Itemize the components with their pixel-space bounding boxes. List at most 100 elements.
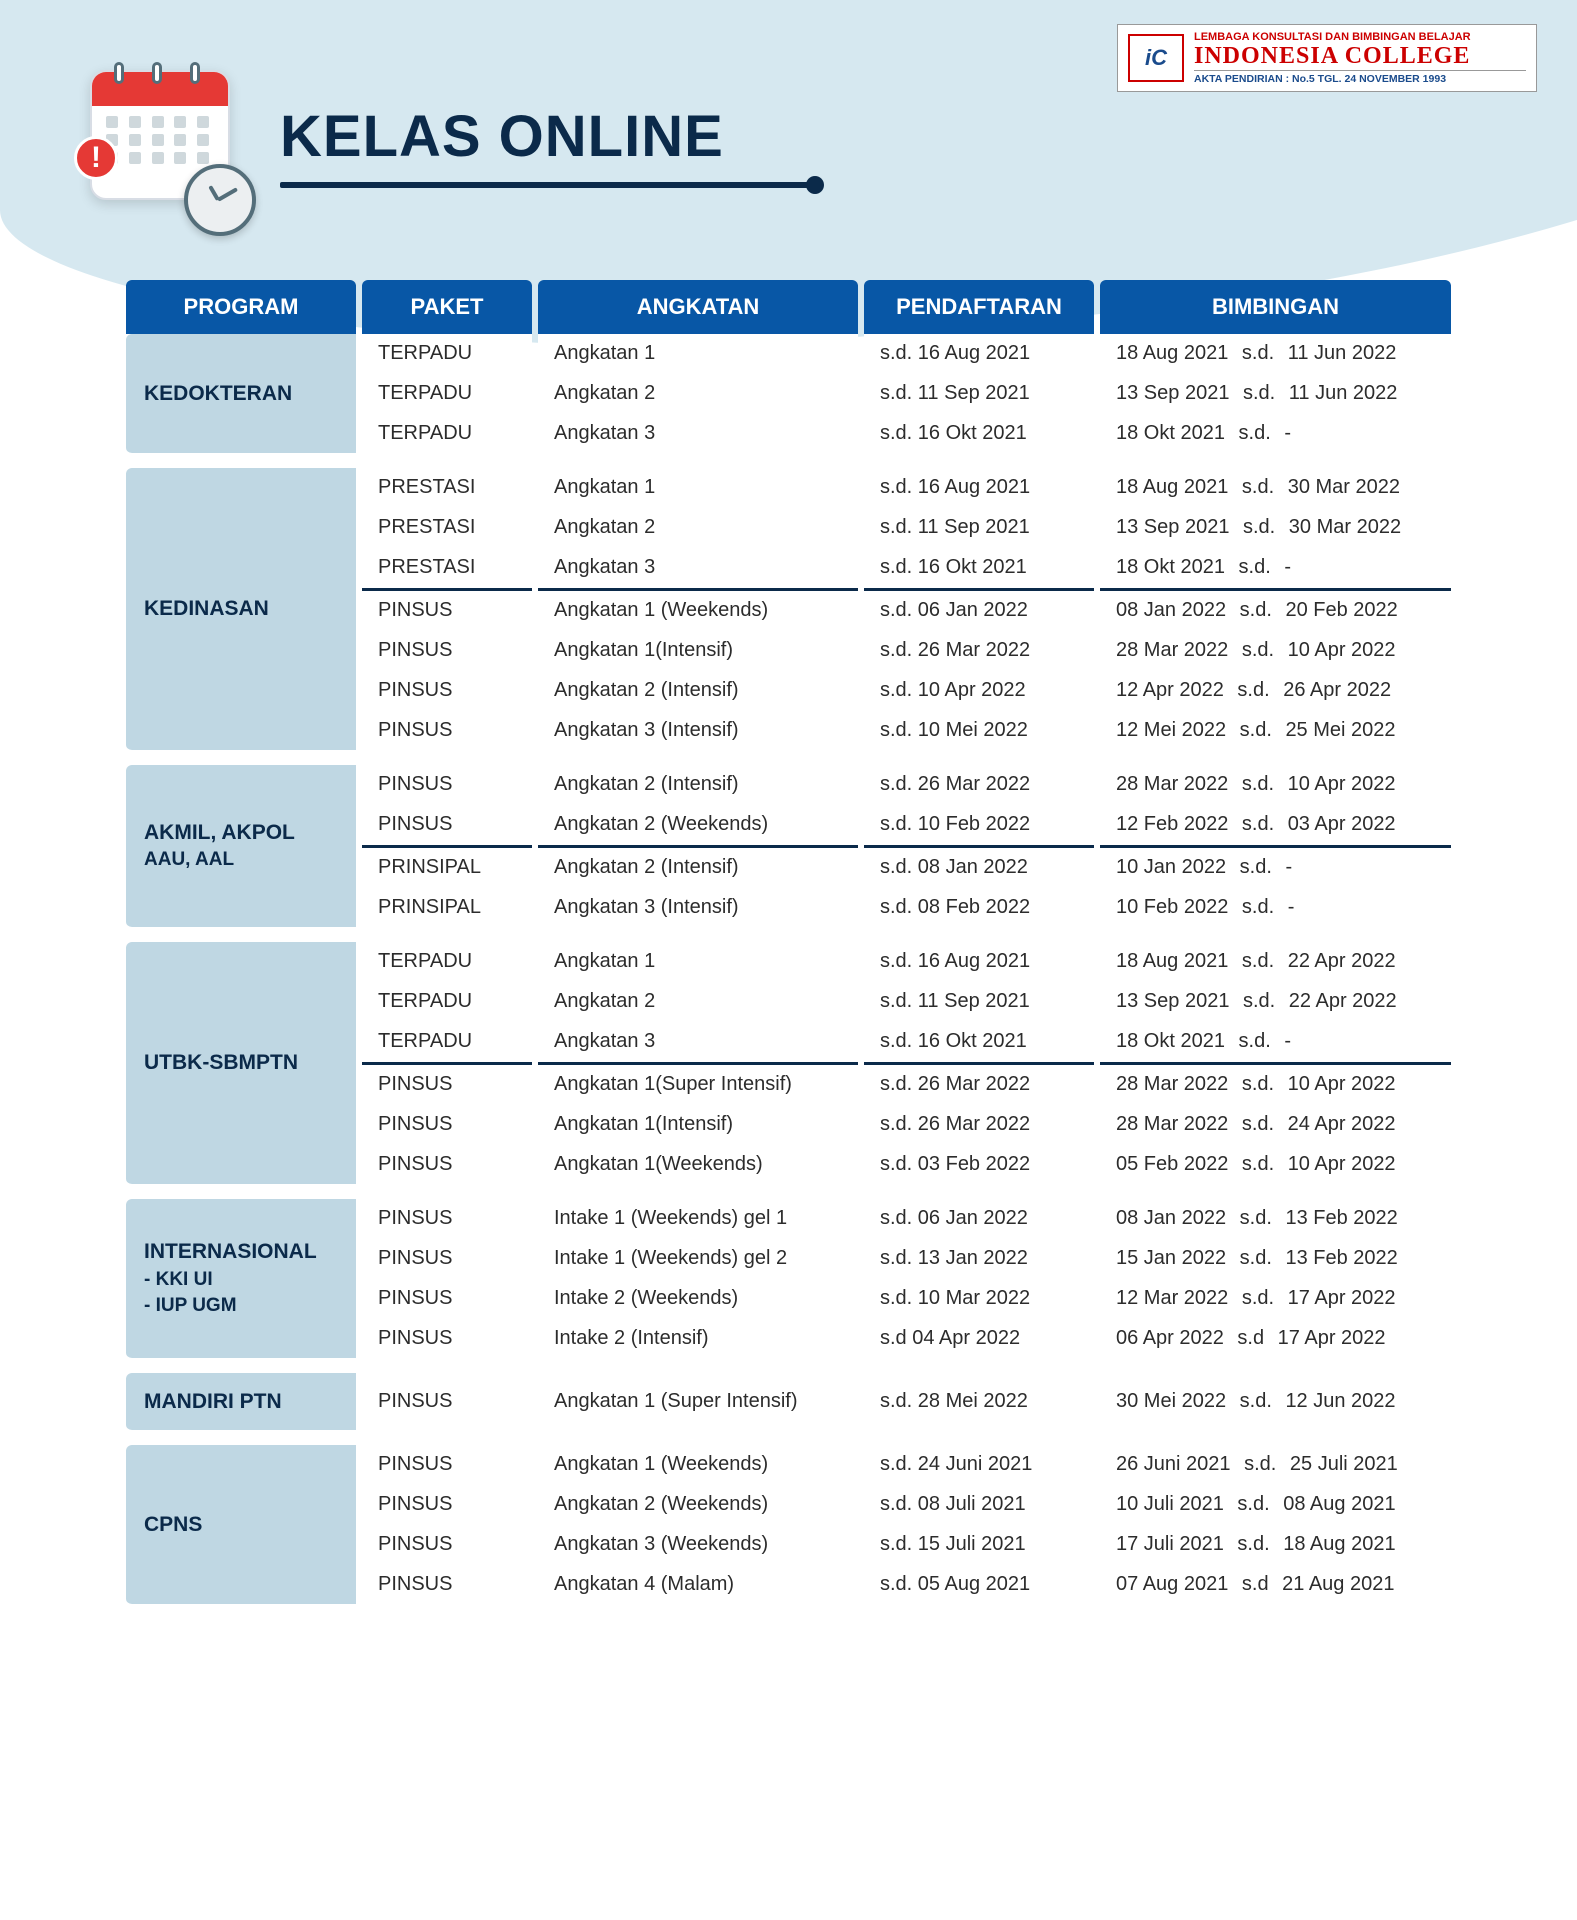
angkatan-cell: Angkatan 1 (Weekends) [538,588,858,631]
program-cell: AKMIL, AKPOLAAU, AAL [126,765,356,928]
angkatan-cell: Angkatan 3 [538,1022,858,1062]
paket-cell: PINSUS [362,1525,532,1565]
title-underline [280,182,820,188]
table-row: CPNSPINSUSAngkatan 1 (Weekends)s.d. 24 J… [126,1445,1451,1485]
angkatan-cell: Angkatan 2 [538,374,858,414]
angkatan-cell: Intake 1 (Weekends) gel 2 [538,1239,858,1279]
pendaftaran-cell: s.d. 05 Aug 2021 [864,1565,1094,1605]
angkatan-cell: Intake 1 (Weekends) gel 1 [538,1199,858,1239]
bimbingan-cell: 10 Feb 2022 s.d. - [1100,888,1451,928]
bimbingan-cell: 12 Feb 2022 s.d. 03 Apr 2022 [1100,805,1451,845]
paket-cell: PINSUS [362,1239,532,1279]
paket-cell: PINSUS [362,805,532,845]
logo-text: LEMBAGA KONSULTASI DAN BIMBINGAN BELAJAR… [1194,31,1526,85]
bimbingan-cell: 28 Mar 2022 s.d. 10 Apr 2022 [1100,765,1451,805]
program-cell: KEDOKTERAN [126,334,356,454]
table-row: AKMIL, AKPOLAAU, AALPINSUSAngkatan 2 (In… [126,765,1451,805]
angkatan-cell: Angkatan 3 (Intensif) [538,888,858,928]
pendaftaran-cell: s.d. 13 Jan 2022 [864,1239,1094,1279]
pendaftaran-cell: s.d. 10 Feb 2022 [864,805,1094,845]
bimbingan-cell: 12 Apr 2022 s.d. 26 Apr 2022 [1100,671,1451,711]
paket-cell: TERPADU [362,334,532,374]
pendaftaran-cell: s.d. 10 Mar 2022 [864,1279,1094,1319]
table-row: KEDINASANPRESTASIAngkatan 1s.d. 16 Aug 2… [126,468,1451,508]
angkatan-cell: Intake 2 (Intensif) [538,1319,858,1359]
pendaftaran-cell: s.d. 11 Sep 2021 [864,508,1094,548]
bimbingan-cell: 12 Mei 2022 s.d. 25 Mei 2022 [1100,711,1451,751]
paket-cell: PINSUS [362,1319,532,1359]
col-header-bimbingan: BIMBINGAN [1100,280,1451,334]
angkatan-cell: Angkatan 3 (Weekends) [538,1525,858,1565]
paket-cell: PINSUS [362,711,532,751]
pendaftaran-cell: s.d. 24 Juni 2021 [864,1445,1094,1485]
col-header-program: PROGRAM [126,280,356,334]
bimbingan-cell: 28 Mar 2022 s.d. 10 Apr 2022 [1100,631,1451,671]
bimbingan-cell: 18 Okt 2021 s.d. - [1100,548,1451,588]
gap-row [126,1431,1451,1445]
pendaftaran-cell: s.d. 26 Mar 2022 [864,631,1094,671]
logo-sub: AKTA PENDIRIAN : No.5 TGL. 24 NOVEMBER 1… [1194,70,1526,85]
paket-cell: TERPADU [362,942,532,982]
angkatan-cell: Angkatan 3 [538,414,858,454]
pendaftaran-cell: s.d. 28 Mei 2022 [864,1373,1094,1431]
paket-cell: PRESTASI [362,468,532,508]
pendaftaran-cell: s.d. 26 Mar 2022 [864,765,1094,805]
table-header-row: PROGRAM PAKET ANGKATAN PENDAFTARAN BIMBI… [126,280,1451,334]
pendaftaran-cell: s.d. 06 Jan 2022 [864,588,1094,631]
bimbingan-cell: 12 Mar 2022 s.d. 17 Apr 2022 [1100,1279,1451,1319]
angkatan-cell: Angkatan 1 (Weekends) [538,1445,858,1485]
logo-box: iC LEMBAGA KONSULTASI DAN BIMBINGAN BELA… [1117,24,1537,92]
paket-cell: PINSUS [362,765,532,805]
paket-cell: PINSUS [362,631,532,671]
pendaftaran-cell: s.d. 10 Mei 2022 [864,711,1094,751]
pendaftaran-cell: s.d. 16 Aug 2021 [864,942,1094,982]
logo-superscript: LEMBAGA KONSULTASI DAN BIMBINGAN BELAJAR [1194,31,1526,43]
bimbingan-cell: 13 Sep 2021 s.d. 11 Jun 2022 [1100,374,1451,414]
angkatan-cell: Angkatan 2 [538,508,858,548]
bimbingan-cell: 10 Juli 2021 s.d. 08 Aug 2021 [1100,1485,1451,1525]
bimbingan-cell: 18 Aug 2021 s.d. 30 Mar 2022 [1100,468,1451,508]
pendaftaran-cell: s.d. 16 Okt 2021 [864,414,1094,454]
gap-row [126,1359,1451,1373]
pendaftaran-cell: s.d. 10 Apr 2022 [864,671,1094,711]
pendaftaran-cell: s.d. 08 Juli 2021 [864,1485,1094,1525]
bimbingan-cell: 18 Aug 2021 s.d. 22 Apr 2022 [1100,942,1451,982]
angkatan-cell: Angkatan 1(Intensif) [538,631,858,671]
logo-main: INDONESIA COLLEGE [1194,43,1526,70]
paket-cell: PINSUS [362,1062,532,1105]
angkatan-cell: Angkatan 1(Weekends) [538,1145,858,1185]
angkatan-cell: Angkatan 1 [538,942,858,982]
pendaftaran-cell: s.d. 11 Sep 2021 [864,374,1094,414]
angkatan-cell: Angkatan 2 (Weekends) [538,1485,858,1525]
gap-row [126,454,1451,468]
bimbingan-cell: 08 Jan 2022 s.d. 13 Feb 2022 [1100,1199,1451,1239]
angkatan-cell: Angkatan 1(Intensif) [538,1105,858,1145]
angkatan-cell: Angkatan 3 [538,548,858,588]
paket-cell: TERPADU [362,414,532,454]
bimbingan-cell: 13 Sep 2021 s.d. 30 Mar 2022 [1100,508,1451,548]
angkatan-cell: Angkatan 2 [538,982,858,1022]
gap-row [126,1605,1451,1619]
table-row: UTBK-SBMPTNTERPADUAngkatan 1s.d. 16 Aug … [126,942,1451,982]
angkatan-cell: Angkatan 2 (Intensif) [538,765,858,805]
paket-cell: TERPADU [362,982,532,1022]
gap-row [126,751,1451,765]
paket-cell: PINSUS [362,1105,532,1145]
pendaftaran-cell: s.d. 11 Sep 2021 [864,982,1094,1022]
paket-cell: PINSUS [362,1199,532,1239]
angkatan-cell: Angkatan 1 (Super Intensif) [538,1373,858,1431]
paket-cell: PINSUS [362,1565,532,1605]
angkatan-cell: Angkatan 1 [538,468,858,508]
paket-cell: PINSUS [362,1145,532,1185]
clock-icon [184,164,256,236]
paket-cell: PINSUS [362,1485,532,1525]
angkatan-cell: Angkatan 2 (Intensif) [538,671,858,711]
logo-badge-icon: iC [1128,34,1184,82]
paket-cell: PINSUS [362,588,532,631]
paket-cell: PINSUS [362,1445,532,1485]
pendaftaran-cell: s.d. 15 Juli 2021 [864,1525,1094,1565]
paket-cell: PRINSIPAL [362,845,532,888]
pendaftaran-cell: s.d. 16 Okt 2021 [864,548,1094,588]
schedule-table: PROGRAM PAKET ANGKATAN PENDAFTARAN BIMBI… [120,280,1457,1619]
bimbingan-cell: 10 Jan 2022 s.d. - [1100,845,1451,888]
